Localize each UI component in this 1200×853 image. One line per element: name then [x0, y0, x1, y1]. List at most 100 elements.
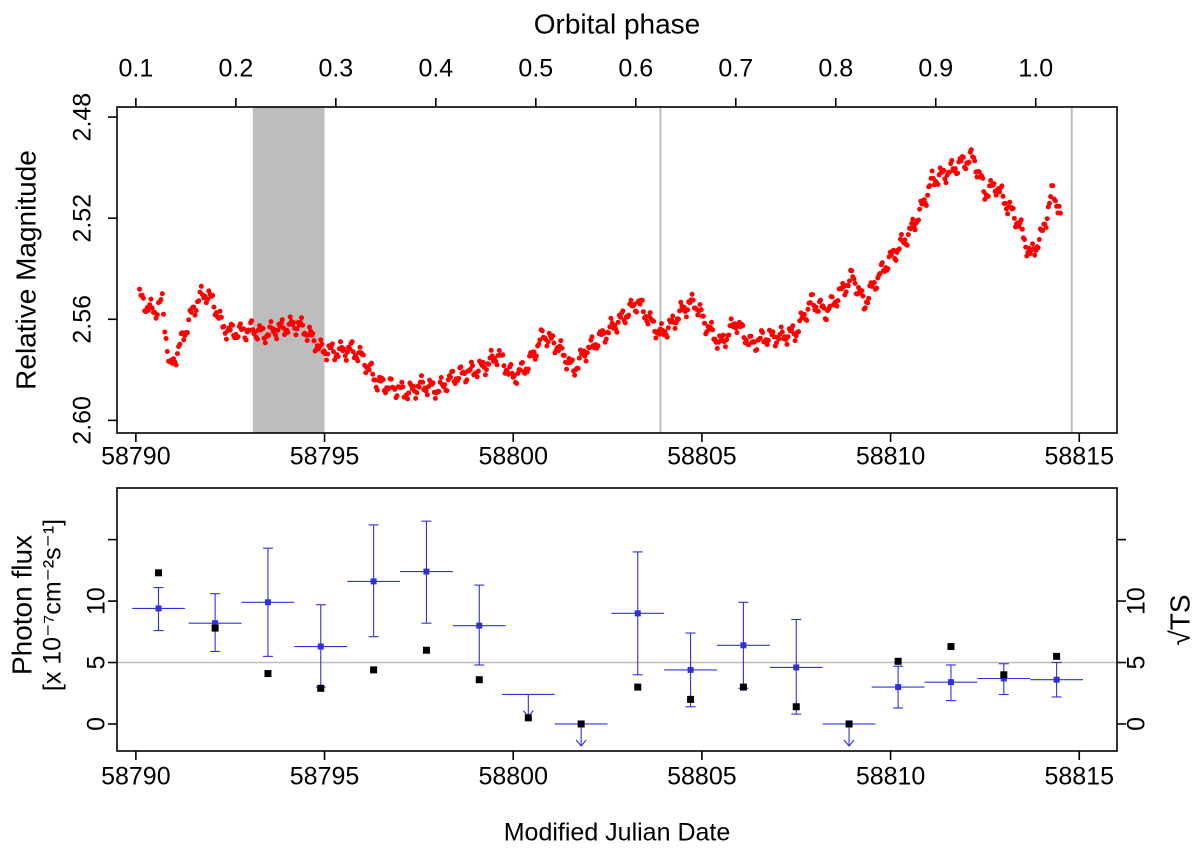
light-curve-point [670, 313, 676, 319]
x-tick-label: 58805 [667, 763, 737, 791]
light-curve-point [158, 297, 164, 302]
light-curve-point [923, 203, 929, 208]
photon-flux-x-ticks: 58790 58795 58800 58805 58810 58815 [101, 751, 1114, 791]
light-curve-point [1011, 215, 1017, 221]
phase-tick-label: 0.9 [918, 55, 953, 83]
light-curve-point [1002, 200, 1008, 206]
light-curve-point [416, 384, 422, 390]
light-curve-point [1007, 199, 1013, 205]
light-curve-point [420, 379, 426, 385]
phase-tick-label: 0.1 [118, 55, 153, 83]
x-tick-label: 58795 [290, 443, 360, 471]
phase-tick-label: 0.6 [618, 55, 653, 83]
light-curve-point [943, 180, 949, 186]
light-curve-point [235, 334, 241, 340]
sqrt-ts-point [317, 684, 325, 692]
light-curve-point [149, 305, 155, 311]
orbital-phase-axis-title: Orbital phase [534, 8, 701, 39]
light-curve-point [279, 317, 285, 323]
light-curve-point [801, 311, 807, 317]
light-curve-point [576, 355, 582, 361]
light-curve-point [188, 309, 194, 315]
light-curve-point [260, 325, 266, 331]
light-curve-point [210, 292, 216, 298]
photon-flux-y-axis-units: [x 10⁻⁷cm⁻²s⁻¹] [39, 519, 67, 691]
light-curve-point [467, 366, 473, 372]
light-curve-point [792, 338, 798, 344]
light-curve-point [243, 337, 249, 343]
sqrt-ts-point [475, 676, 483, 684]
x-axis-title: Modified Julian Date [504, 819, 731, 847]
light-curve-point [665, 325, 671, 331]
light-curve-point [406, 390, 412, 396]
light-curve-point [1022, 237, 1027, 242]
light-curve-point [438, 375, 444, 380]
flux-point [317, 643, 324, 650]
light-curve-point [360, 352, 366, 358]
light-curve-point [709, 319, 714, 325]
light-curve-point [432, 395, 438, 401]
light-curve-point [436, 389, 442, 394]
light-curve-point [871, 280, 877, 285]
sqrt-ts-point [370, 666, 378, 674]
light-curve-point [410, 383, 416, 389]
light-curve-point [821, 305, 827, 311]
light-curve-point [486, 361, 492, 367]
photon-flux-panel: 0 5 10 0 5 10 58790 58795 58800 58805 58810 58815… [6, 487, 1195, 847]
light-curve-point [496, 348, 502, 353]
light-curve-point [985, 193, 991, 199]
light-curve-point [656, 331, 662, 337]
light-curve-point [697, 302, 703, 307]
light-curve-point [405, 396, 411, 402]
light-curve-point [877, 271, 883, 276]
light-curve-point [634, 309, 640, 315]
phase-tick-label: 0.3 [318, 55, 353, 83]
x-tick-label: 58795 [290, 763, 360, 791]
light-curve-point [569, 357, 575, 363]
light-curve-point [211, 304, 217, 310]
light-curve-point [198, 283, 204, 289]
light-curve-point [241, 326, 247, 332]
light-curve-point [748, 333, 754, 339]
light-curve-point [865, 300, 871, 306]
light-curve-point [902, 237, 908, 243]
light-curve-point [849, 268, 855, 274]
light-curve-point [369, 360, 375, 366]
upper-limit-arrow [575, 739, 587, 747]
light-curve-point [480, 359, 486, 365]
light-curve-point [804, 317, 810, 323]
light-curve-point [310, 331, 316, 336]
light-curve-point [960, 154, 966, 160]
light-curve-point [728, 316, 734, 322]
light-curve-point [1043, 225, 1049, 230]
sqrt-ts-right-ticks: 0 5 10 [1117, 538, 1151, 731]
light-curve-point [925, 192, 931, 198]
light-curve-point [807, 300, 813, 306]
light-curve-point [999, 183, 1005, 189]
light-curve-point [221, 323, 227, 329]
light-curve-point [193, 308, 199, 314]
phase-tick-label: 1.0 [1018, 55, 1053, 83]
light-curve-point [874, 285, 880, 291]
light-curve-point [589, 334, 595, 340]
light-curve-point [942, 176, 948, 182]
light-curve-point [905, 232, 911, 238]
light-curve-point [659, 321, 664, 327]
light-curve-point [664, 334, 670, 340]
light-curve-point [338, 339, 343, 345]
light-curve-point [606, 330, 612, 336]
light-curve-point [488, 347, 494, 353]
light-curve-point [148, 296, 154, 302]
light-curve-point [1018, 217, 1024, 223]
light-curve-point [550, 333, 556, 339]
light-curve-point [556, 348, 561, 354]
light-curve-point [843, 289, 849, 295]
light-curve-point [474, 374, 480, 380]
flux-point [370, 578, 377, 585]
sqrt-ts-point [155, 569, 163, 577]
light-curve-point [676, 316, 681, 322]
flux-point [476, 622, 483, 629]
y-tick-label: 2.52 [69, 194, 97, 243]
light-curve-point [430, 380, 436, 386]
light-curve-point [714, 345, 720, 351]
